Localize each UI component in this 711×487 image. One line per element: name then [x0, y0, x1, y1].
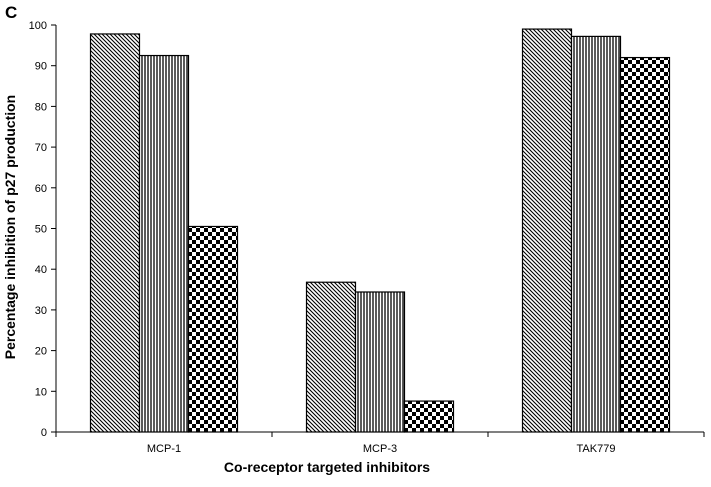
y-tick-label: 60 [35, 183, 47, 195]
category-label: MCP-1 [147, 443, 181, 455]
y-tick-label: 40 [35, 264, 47, 276]
y-tick-label: 90 [35, 61, 47, 73]
y-tick-label: 0 [41, 427, 47, 439]
category-label: MCP-3 [363, 443, 397, 455]
y-tick-label: 50 [35, 224, 47, 236]
bar-mcp-3-checkerboard [403, 400, 455, 433]
bar-tak779-checkerboard [619, 56, 671, 433]
y-tick-label: 30 [35, 305, 47, 317]
bar-mcp-3-diagonal-hatch [305, 281, 357, 433]
bar-mcp-1-checkerboard [187, 225, 239, 433]
bar-group [89, 28, 671, 433]
y-axis: 0 10 20 30 40 50 60 70 80 90 100 [29, 20, 57, 439]
bar-mcp-1-vertical-lines [138, 54, 190, 433]
panel-label: C [5, 3, 17, 22]
category-label: TAK779 [577, 443, 616, 455]
y-tick-label: 70 [35, 142, 47, 154]
y-tick-label: 10 [35, 386, 47, 398]
y-axis-title: Percentage inhibition of p27 production [2, 95, 18, 359]
bar-tak779-vertical-lines [570, 35, 622, 433]
x-axis: MCP-1 MCP-3 TAK779 [55, 431, 705, 455]
y-tick-label: 100 [29, 20, 47, 32]
bar-tak779-diagonal-hatch [521, 28, 573, 433]
y-tick-label: 80 [35, 101, 47, 113]
bar-mcp-3-vertical-lines [354, 291, 406, 433]
x-axis-title: Co-receptor targeted inhibitors [224, 459, 430, 475]
bar-mcp-1-diagonal-hatch [89, 33, 141, 433]
y-tick-label: 20 [35, 346, 47, 358]
